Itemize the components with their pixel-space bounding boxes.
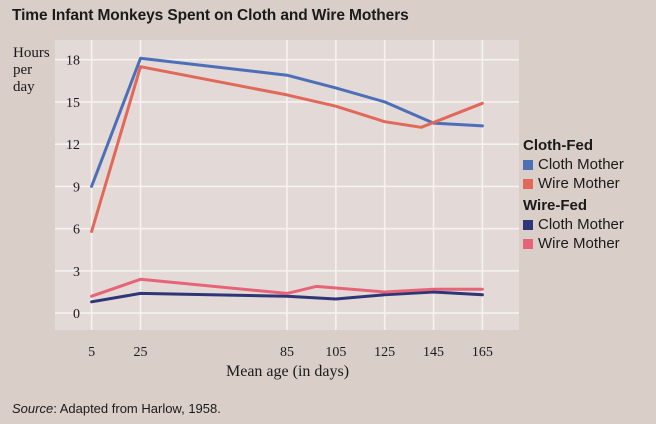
legend-label: Cloth Mother	[538, 156, 624, 173]
y-tick-label: 9	[73, 180, 80, 195]
x-tick-label: 165	[472, 345, 493, 360]
legend-swatch	[523, 178, 533, 189]
y-tick-label: 18	[66, 54, 80, 69]
source-text: : Adapted from Harlow, 1958.	[53, 401, 221, 416]
series-lines	[90, 56, 484, 304]
legend-label: Wire Mother	[538, 235, 620, 252]
legend-group-wire-fed: Wire-Fed Cloth Mother Wire Mother	[523, 196, 655, 253]
source-note: Source: Adapted from Harlow, 1958.	[12, 401, 221, 416]
legend-swatch	[523, 238, 533, 249]
x-tick-label: 25	[133, 345, 147, 360]
y-tick-labels: 0 3 6 9 12 15 18	[66, 54, 80, 322]
y-axis-label: Hours per day	[13, 45, 50, 95]
x-axis-label: Mean age (in days)	[226, 363, 350, 380]
x-tick-label: 105	[325, 345, 346, 360]
legend-label: Cloth Mother	[538, 216, 624, 233]
series-line-wire-fed-cloth-mother	[90, 290, 484, 304]
y-tick-label: 15	[66, 96, 80, 111]
legend-item: Wire Mother	[523, 174, 655, 193]
legend-group-title: Wire-Fed	[523, 197, 588, 214]
x-tick-label: 85	[280, 345, 294, 360]
x-tick-label: 5	[88, 345, 95, 360]
legend-item: Cloth Mother	[523, 215, 655, 234]
y-tick-label: 6	[73, 223, 80, 238]
y-tick-label: 3	[73, 265, 80, 280]
legend-group-title: Cloth-Fed	[523, 137, 593, 154]
y-tick-label: 0	[73, 307, 80, 322]
legend-swatch	[523, 159, 533, 170]
legend-group-cloth-fed: Cloth-Fed Cloth Mother Wire Mother	[523, 136, 655, 193]
source-label: Source	[12, 401, 54, 416]
series-line-cloth-fed-wire-mother	[90, 65, 484, 233]
x-tick-label: 125	[374, 345, 395, 360]
chart-title: Time Infant Monkeys Spent on Cloth and W…	[12, 7, 409, 24]
x-tick-labels: 5 25 85 105 125 145 165	[88, 345, 493, 360]
legend-item: Cloth Mother	[523, 155, 655, 174]
series-line-wire-fed-wire-mother	[90, 277, 484, 298]
y-tick-label: 12	[66, 138, 80, 153]
x-tick-label: 145	[423, 345, 444, 360]
legend-swatch	[523, 219, 533, 230]
legend-label: Wire Mother	[538, 175, 620, 192]
legend-item: Wire Mother	[523, 234, 655, 253]
legend: Cloth-Fed Cloth Mother Wire Mother Wire-…	[523, 134, 655, 253]
grid-lines	[55, 40, 519, 330]
